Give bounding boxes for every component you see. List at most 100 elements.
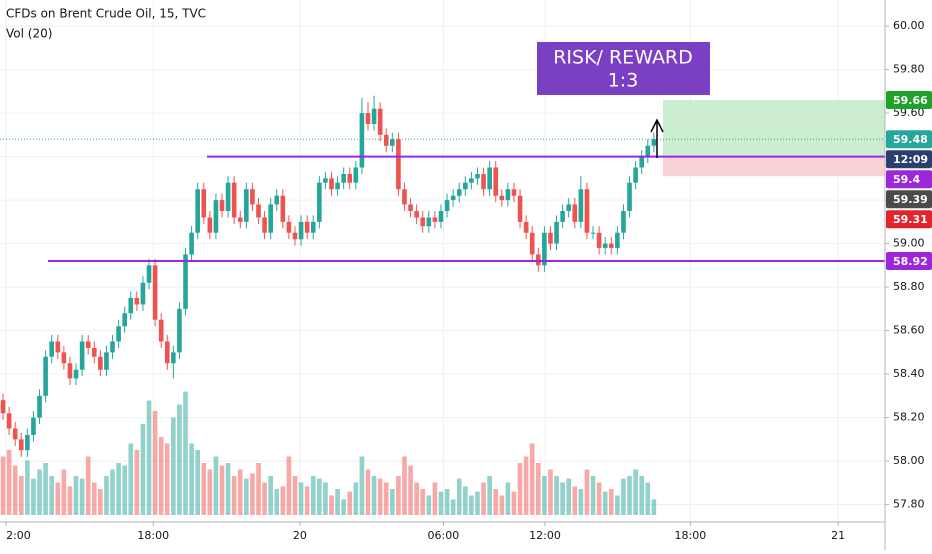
candles <box>0 95 657 457</box>
volume-bar <box>621 478 626 515</box>
candle-body <box>237 217 243 222</box>
volume-bar <box>225 463 231 515</box>
volume-bar <box>49 476 55 515</box>
volume-bar <box>359 456 365 515</box>
candle-body <box>67 363 73 379</box>
volume-bar <box>183 391 188 515</box>
candle-body <box>511 189 517 196</box>
candle-body <box>268 204 273 233</box>
volume-bar <box>335 489 340 515</box>
volume-bar <box>110 469 115 515</box>
candle-body <box>177 308 182 353</box>
candle-body <box>517 195 523 222</box>
candle-body <box>621 210 626 233</box>
candle-body <box>475 174 480 179</box>
volume-bar <box>98 489 103 515</box>
volume-bar <box>250 473 255 515</box>
volume-bar <box>639 476 645 515</box>
candle-body <box>201 189 207 218</box>
volume-bar <box>402 456 407 515</box>
volume-bar <box>280 486 286 515</box>
candle-body <box>317 182 322 222</box>
volume-bar <box>274 489 280 515</box>
candle-body <box>298 221 304 240</box>
volume-bar <box>0 456 6 515</box>
volume-bar <box>420 489 426 515</box>
volume-bar <box>207 469 213 515</box>
volume-bar <box>414 482 419 515</box>
candle-body <box>627 182 632 211</box>
volume-bar <box>43 463 48 515</box>
y-tick-label: 59.80 <box>893 63 925 76</box>
volume-bar <box>18 476 24 515</box>
price-tag <box>886 170 932 189</box>
candle-body <box>602 243 608 248</box>
price-tag-label: 12:09 <box>893 153 928 166</box>
annotation-text: RISK/ REWARD <box>553 47 693 69</box>
volume-bar <box>517 463 523 515</box>
overlays <box>0 138 885 262</box>
candle-body <box>18 439 24 451</box>
candle-body <box>244 189 249 222</box>
drawn-arrow <box>650 118 664 158</box>
candle-body <box>195 189 200 233</box>
candle-body <box>158 319 164 342</box>
candle-body <box>529 232 535 255</box>
volume-bar <box>323 482 328 515</box>
y-tick-label: 57.80 <box>893 498 925 511</box>
candle-body <box>347 174 353 183</box>
candle-body <box>578 189 584 222</box>
candle-body <box>420 217 426 227</box>
candle-body <box>639 156 645 168</box>
volume-bar <box>456 478 462 515</box>
candle-body <box>55 341 61 353</box>
volume-bar <box>304 486 310 515</box>
price-tag-label: 59.39 <box>893 193 928 206</box>
volume-bar <box>25 460 30 515</box>
candle-body <box>256 204 261 218</box>
volume-bar <box>177 404 182 515</box>
candle-body <box>225 182 231 211</box>
volume-bar <box>377 478 383 515</box>
volume-bar <box>572 486 578 515</box>
price-tag <box>886 150 932 169</box>
volume-bar <box>651 499 657 515</box>
volume-bar <box>475 491 480 515</box>
volume-bar <box>6 450 12 515</box>
candle-body <box>438 210 444 222</box>
candle-body <box>560 210 565 222</box>
candle-body <box>590 232 596 234</box>
candle-body <box>450 195 456 201</box>
candle-body <box>292 232 298 240</box>
candle-body <box>542 232 547 266</box>
volume-bar <box>505 482 511 515</box>
volume-bar <box>195 450 200 515</box>
volume-bar <box>164 443 170 515</box>
candle-body <box>432 217 438 222</box>
annotation-text: 1:3 <box>608 70 639 92</box>
annotation-box <box>537 42 710 95</box>
volume-bar <box>341 499 346 515</box>
candle-body <box>548 232 553 244</box>
candle-body <box>6 413 12 429</box>
candle-body <box>43 356 48 396</box>
candle-body <box>414 210 419 218</box>
chart-title: CFDs on Brent Crude Oil, 15, TVC <box>6 7 206 21</box>
candle-body <box>456 189 462 196</box>
candle-body <box>310 221 316 233</box>
volume-bar <box>244 478 249 515</box>
volume-bar <box>426 495 432 515</box>
price-tag <box>886 91 932 110</box>
y-tick-label: 58.20 <box>893 411 925 424</box>
candle-body <box>390 139 395 146</box>
candle-body <box>396 139 401 190</box>
volume-bar <box>481 482 486 515</box>
volume-bar <box>128 443 134 515</box>
volume-bar <box>140 424 146 515</box>
volume-bar <box>608 489 614 515</box>
volume-bar <box>645 482 651 515</box>
volume-bar <box>152 411 158 515</box>
candle-body <box>335 182 340 190</box>
candle-body <box>31 417 36 435</box>
